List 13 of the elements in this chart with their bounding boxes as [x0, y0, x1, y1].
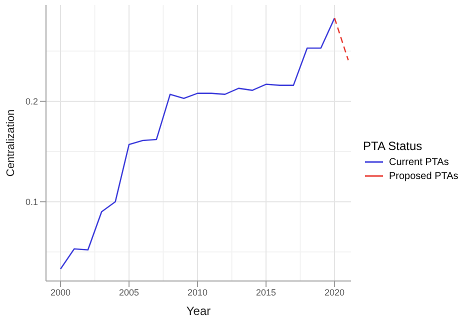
legend-title: PTA Status: [363, 138, 424, 152]
x-tick-label: 2000: [50, 287, 71, 298]
legend-label: Proposed PTAs: [389, 170, 458, 182]
x-tick-label: 2015: [256, 287, 276, 298]
x-tick-label: 2020: [324, 287, 345, 298]
x-tick-label: 2005: [119, 287, 140, 298]
legend-label: Current PTAs: [389, 156, 449, 168]
x-tick-label: 2010: [188, 287, 208, 298]
y-tick-label: 0.1: [25, 196, 38, 207]
y-axis-title: Centralization: [4, 109, 17, 177]
line-series: [60, 17, 336, 270]
y-tick-label: 0.2: [25, 96, 38, 107]
x-axis-title: Year: [186, 304, 211, 318]
